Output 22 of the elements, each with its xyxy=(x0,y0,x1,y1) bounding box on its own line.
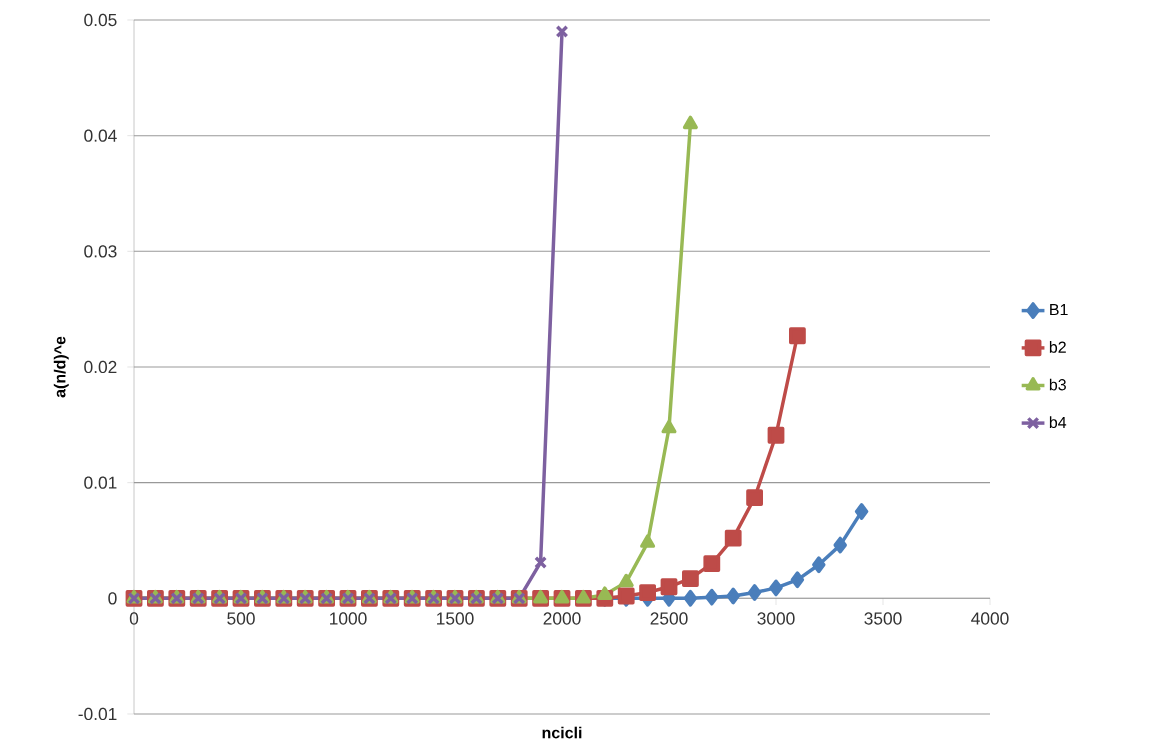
x-tick-label: 3500 xyxy=(864,612,902,625)
y-tick-label: -0.01 xyxy=(78,707,117,721)
y-tick-label: 0.05 xyxy=(84,13,117,27)
x-tick-label: 1000 xyxy=(330,612,367,625)
x-tick-label: 2000 xyxy=(543,612,581,625)
x-tick-label: 2500 xyxy=(650,612,688,625)
legend-label: b4 xyxy=(1049,416,1067,429)
legend-label: b3 xyxy=(1049,378,1066,391)
legend-label: B1 xyxy=(1050,304,1068,316)
y-tick-label: 0.01 xyxy=(84,476,117,489)
y-tick-label: 0.02 xyxy=(84,360,117,374)
y-tick-label: 0 xyxy=(108,592,117,605)
x-tick-label: 4000 xyxy=(971,612,1009,625)
x-tick-label: 0 xyxy=(129,612,139,625)
legend-label: b2 xyxy=(1049,341,1066,353)
y-axis-title: a(n/d)^e xyxy=(53,336,69,398)
x-tick-label: 3000 xyxy=(757,612,795,625)
y-tick-label: 0.04 xyxy=(84,129,117,142)
x-axis-title: ncicli xyxy=(542,726,582,739)
y-tick-label: 0.03 xyxy=(84,245,117,258)
x-tick-label: 1500 xyxy=(437,612,474,625)
x-tick-label: 500 xyxy=(227,612,255,625)
